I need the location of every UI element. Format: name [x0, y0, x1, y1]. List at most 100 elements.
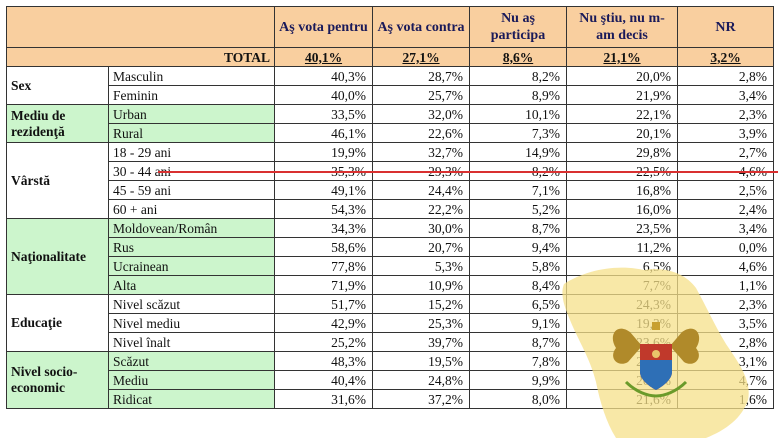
subgroup-label: Alta — [108, 275, 275, 295]
value-cell: 22,2% — [372, 199, 470, 219]
subgroup-label: Rural — [108, 123, 275, 143]
value-cell: 5,8% — [469, 256, 567, 276]
table-row: Nivel înalt 25,2% 39,7% 8,7% 23,6% 2,8% — [7, 332, 774, 352]
value-cell: 22,6% — [372, 123, 470, 143]
value-cell: 21,9% — [566, 85, 678, 105]
value-cell: 71,9% — [274, 275, 373, 295]
value-cell: 20,1% — [566, 123, 678, 143]
subgroup-label: Scăzut — [108, 351, 275, 371]
value-cell: 2,7% — [677, 142, 774, 162]
table-row: Mediu 40,4% 24,8% 9,9% 20,3% 4,7% — [7, 370, 774, 390]
value-cell: 32,0% — [372, 104, 470, 124]
value-cell: 15,2% — [372, 294, 470, 314]
value-cell: 46,1% — [274, 123, 373, 143]
value-cell: 24,8% — [372, 370, 470, 390]
subgroup-label: Urban — [108, 104, 275, 124]
value-cell: 2,4% — [677, 199, 774, 219]
total-value: 21,1% — [566, 47, 678, 67]
table-row: Ucrainean 77,8% 5,3% 5,8% 6,5% 4,6% — [7, 256, 774, 276]
subgroup-label: Ridicat — [108, 389, 275, 409]
value-cell: 5,3% — [372, 256, 470, 276]
subgroup-label: Masculin — [108, 66, 275, 86]
value-cell: 25,2% — [274, 332, 373, 352]
value-cell: 39,7% — [372, 332, 470, 352]
value-cell: 20,3% — [566, 370, 678, 390]
header-blank-cell — [6, 6, 275, 48]
value-cell: 9,1% — [469, 313, 567, 333]
table-row: 60 + ani 54,3% 22,2% 5,2% 16,0% 2,4% — [7, 199, 774, 219]
value-cell: 2,8% — [677, 332, 774, 352]
value-cell: 28,7% — [372, 66, 470, 86]
value-cell: 7,3% — [469, 123, 567, 143]
total-value: 8,6% — [469, 47, 567, 67]
value-cell: 7,1% — [469, 180, 567, 200]
value-cell: 49,1% — [274, 180, 373, 200]
value-cell: 6,5% — [566, 256, 678, 276]
table-row: Feminin 40,0% 25,7% 8,9% 21,9% 3,4% — [7, 85, 774, 105]
table-row: Ridicat 31,6% 37,2% 8,0% 21,6% 1,6% — [7, 389, 774, 409]
table-row: Sex Masculin 40,3% 28,7% 8,2% 20,0% 2,8% — [6, 66, 774, 105]
table-row: Mediu de rezidenţă Urban 33,5% 32,0% 10,1% 22… — [6, 104, 774, 143]
value-cell: 30,0% — [372, 218, 470, 238]
value-cell: 3,4% — [677, 218, 774, 238]
value-cell: 48,3% — [274, 351, 373, 371]
subgroup-label: Nivel scăzut — [108, 294, 275, 314]
value-cell: 2,3% — [677, 294, 774, 314]
value-cell: 19,5% — [372, 351, 470, 371]
value-cell: 40,3% — [274, 66, 373, 86]
value-cell: 40,4% — [274, 370, 373, 390]
subgroup-label: 45 - 59 ani — [108, 180, 275, 200]
value-cell: 9,4% — [469, 237, 567, 257]
group-label: Educaţie — [6, 294, 109, 352]
value-cell: 25,7% — [372, 85, 470, 105]
value-cell: 31,6% — [274, 389, 373, 409]
value-cell: 58,6% — [274, 237, 373, 257]
header-vote-against: Aş vota contra — [372, 6, 470, 48]
value-cell: 2,5% — [677, 180, 774, 200]
value-cell: 20,0% — [566, 66, 678, 86]
value-cell: 7,8% — [469, 351, 567, 371]
subgroup-label: Rus — [108, 237, 275, 257]
value-cell: 21,6% — [566, 389, 678, 409]
value-cell: 8,9% — [469, 85, 567, 105]
total-row: TOTAL 40,1% 27,1% 8,6% 21,1% 3,2% — [6, 47, 774, 67]
total-value: 27,1% — [372, 47, 470, 67]
value-cell: 23,6% — [566, 332, 678, 352]
group-label: Naţionalitate — [6, 218, 109, 295]
value-cell: 77,8% — [274, 256, 373, 276]
subgroup-label: Nivel înalt — [108, 332, 275, 352]
value-cell: 23,5% — [566, 218, 678, 238]
table-row: Alta 71,9% 10,9% 8,4% 7,7% 1,1% — [7, 275, 774, 295]
value-cell: 29,8% — [566, 142, 678, 162]
value-cell: 3,9% — [677, 123, 774, 143]
value-cell: 16,8% — [566, 180, 678, 200]
value-cell: 5,2% — [469, 199, 567, 219]
value-cell: 8,4% — [469, 275, 567, 295]
value-cell: 51,7% — [274, 294, 373, 314]
value-cell: 22,1% — [566, 104, 678, 124]
table-row: Educaţie Nivel scăzut 51,7% 15,2% 6,5% 24,3% 2… — [6, 294, 774, 352]
value-cell: 42,9% — [274, 313, 373, 333]
value-cell: 10,9% — [372, 275, 470, 295]
value-cell: 7,7% — [566, 275, 678, 295]
value-cell: 6,5% — [469, 294, 567, 314]
header-undecided: Nu ştiu, nu m-am decis — [566, 6, 678, 48]
value-cell: 3,5% — [677, 313, 774, 333]
group-label: Sex — [6, 66, 109, 105]
value-cell: 19,3% — [566, 313, 678, 333]
value-cell: 1,6% — [677, 389, 774, 409]
header-vote-for: Aş vota pentru — [274, 6, 373, 48]
value-cell: 4,6% — [677, 256, 774, 276]
value-cell: 4,7% — [677, 370, 774, 390]
value-cell: 20,7% — [372, 237, 470, 257]
value-cell: 3,1% — [677, 351, 774, 371]
value-cell: 24,3% — [566, 294, 678, 314]
red-marker-line — [158, 171, 778, 173]
group-label: Nivel socio-economic — [6, 351, 109, 409]
header-not-participate: Nu aş participa — [469, 6, 567, 48]
header-nr: NR — [677, 6, 774, 48]
value-cell: 0,0% — [677, 237, 774, 257]
value-cell: 54,3% — [274, 199, 373, 219]
table-row: Rural 46,1% 22,6% 7,3% 20,1% 3,9% — [7, 123, 774, 143]
value-cell: 11,2% — [566, 237, 678, 257]
